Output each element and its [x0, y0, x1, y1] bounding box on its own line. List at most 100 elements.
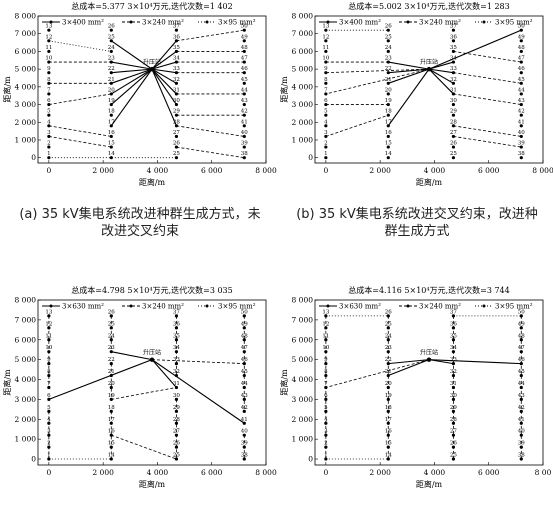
turbine-point: [109, 421, 113, 425]
turbine-point: [324, 60, 328, 64]
substation-label: 升压站: [143, 349, 161, 357]
y-tick-label: 6 000: [15, 335, 37, 344]
y-tick-label: 5 000: [15, 65, 37, 74]
chart-a-svg: 总成本=5.377 3×10⁴万元,迭代次数=1 402 3×400 mm² 3×2…: [2, 1, 277, 187]
turbine-point: [174, 421, 179, 425]
turbine-point: [324, 102, 328, 107]
x-tick-label: 0: [323, 166, 328, 175]
turbine-point: [47, 445, 51, 449]
turbine-point: [519, 102, 523, 107]
turbine-point: [242, 71, 246, 75]
turbine-label: 10: [322, 345, 329, 351]
chart-panel-b: 总成本=5.002 3×10⁴万元,迭代次数=1 283 3×400 mm² 3×2…: [277, 0, 553, 205]
turbine-label: 39: [241, 441, 248, 447]
turbine-point: [451, 385, 456, 390]
turbine-label: 36: [450, 321, 457, 327]
turbine-label: 24: [108, 333, 115, 339]
turbine-label: 13: [45, 24, 52, 30]
x-tick-label: 0: [46, 468, 51, 477]
turbine-label: 16: [108, 130, 115, 136]
cable-line: [151, 359, 245, 365]
substation-point: [149, 357, 155, 362]
turbine-label: 6: [47, 393, 51, 399]
cable-line: [428, 68, 454, 74]
turbine-label: 11: [45, 45, 52, 51]
cable-line: [151, 50, 177, 70]
turbine-label: 10: [45, 345, 52, 351]
turbine-label: 25: [108, 34, 115, 40]
turbine-point: [519, 124, 523, 128]
x-tick-label: 2 000: [369, 468, 391, 477]
turbine-point: [174, 134, 179, 139]
turbine-label: 42: [518, 405, 525, 411]
y-tick-label: 3 000: [15, 100, 37, 109]
turbine-point: [47, 60, 51, 64]
turbine-point: [242, 362, 246, 366]
turbine-point: [109, 338, 113, 342]
turbine-label: 43: [518, 393, 525, 399]
turbine-point: [174, 373, 179, 378]
turbine-point: [47, 81, 51, 85]
turbine-label: 49: [241, 321, 248, 327]
turbine-label: 12: [322, 34, 329, 40]
turbine-label: 12: [45, 34, 52, 40]
turbine-label: 9: [47, 357, 51, 363]
turbine-point: [109, 397, 113, 401]
turbine-point: [174, 124, 179, 128]
turbine-label: 13: [45, 309, 52, 315]
y-tick-label: 8 000: [292, 296, 314, 305]
cable-line: [151, 68, 177, 127]
turbine-point: [47, 145, 51, 149]
turbine-point: [324, 338, 328, 342]
turbine-label: 29: [173, 405, 180, 411]
turbine-label: 14: [385, 453, 392, 459]
turbine-label: 20: [108, 381, 115, 387]
turbine-label: 8: [47, 77, 51, 83]
turbine-point: [109, 60, 113, 64]
turbine-label: 19: [385, 393, 392, 399]
turbine-label: 9: [324, 66, 328, 72]
cable-line: [388, 61, 430, 70]
legend-marker: [129, 304, 133, 308]
turbine-point: [519, 362, 523, 366]
turbine-label: 1: [324, 151, 328, 157]
turbine-label: 13: [322, 24, 329, 30]
plot-frame: [37, 299, 267, 466]
turbine-label: 35: [450, 333, 457, 339]
turbine-point: [242, 28, 246, 32]
y-tick-label: 4 000: [292, 375, 314, 384]
turbine-point: [47, 71, 51, 75]
turbine-point: [324, 49, 328, 54]
turbine-label: 21: [108, 77, 115, 83]
cable-line: [428, 29, 522, 70]
cable-line: [176, 29, 245, 42]
turbine-point: [519, 350, 523, 354]
turbine-point: [386, 156, 390, 160]
legend-marker: [406, 20, 410, 24]
turbine-point: [47, 314, 51, 318]
turbine-point: [47, 134, 51, 139]
turbine-point: [109, 39, 113, 43]
legend-entry: 3×240 mm²: [142, 19, 184, 27]
turbine-point: [451, 373, 456, 378]
turbine-point: [242, 156, 246, 160]
y-tick-label: 8 000: [292, 12, 314, 21]
turbine-point: [386, 433, 390, 437]
y-tick-label: 4 000: [15, 375, 37, 384]
turbine-label: 47: [241, 56, 248, 62]
turbine-label: 30: [450, 98, 457, 104]
turbine-label: 10: [45, 56, 52, 62]
legend-marker: [129, 20, 133, 24]
turbine-point: [242, 457, 246, 461]
turbine-label: 15: [385, 441, 392, 447]
turbine-point: [242, 385, 246, 390]
turbine-label: 40: [518, 130, 525, 136]
turbine-label: 27: [173, 130, 180, 136]
turbine-label: 46: [241, 66, 248, 72]
turbine-point: [324, 385, 328, 390]
turbine-label: 50: [241, 24, 248, 30]
y-tick-label: 2 000: [292, 118, 314, 127]
cable-line: [151, 68, 177, 84]
legend-entry: 3×240 mm²: [419, 19, 461, 27]
x-axis-label: 距离/m: [139, 479, 166, 489]
